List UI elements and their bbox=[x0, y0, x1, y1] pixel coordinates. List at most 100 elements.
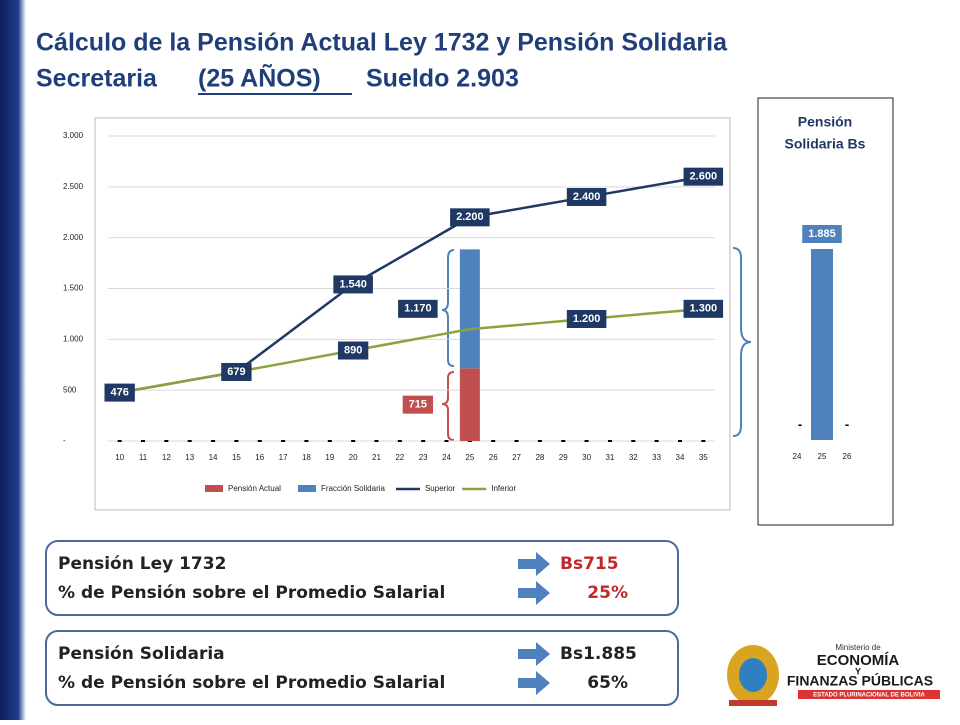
data-label: 2.200 bbox=[456, 211, 484, 223]
x-tick-label: 17 bbox=[279, 453, 288, 462]
y-tick-label: - bbox=[63, 436, 66, 445]
x-tick-label: 27 bbox=[512, 453, 521, 462]
chart-title: Solidaria Bs bbox=[785, 136, 866, 152]
data-label: 2.600 bbox=[690, 171, 718, 183]
arrow bbox=[518, 642, 550, 666]
info-box bbox=[45, 630, 679, 706]
x-tick-label: 28 bbox=[535, 453, 544, 462]
legend-label: Superior bbox=[425, 484, 456, 493]
data-label-box bbox=[566, 188, 607, 206]
chart-title: Pensión bbox=[798, 114, 852, 130]
x-tick-label: 22 bbox=[395, 453, 404, 462]
title: (25 AÑOS) bbox=[198, 63, 321, 93]
title: Sueldo 2.903 bbox=[366, 65, 519, 93]
emblem bbox=[739, 658, 767, 692]
x-tick-label: 15 bbox=[232, 453, 241, 462]
data-label-box bbox=[683, 299, 724, 318]
legend-swatch bbox=[297, 485, 316, 492]
arrow bbox=[518, 671, 550, 695]
logo-text: Y bbox=[855, 666, 861, 676]
x-tick-label: 30 bbox=[582, 453, 591, 462]
info-value: Bs1.885 bbox=[560, 644, 637, 664]
bar bbox=[459, 249, 480, 369]
x-tick-label: 12 bbox=[162, 453, 171, 462]
x-tick-label: 34 bbox=[676, 453, 685, 462]
x-tick-label: 14 bbox=[209, 453, 218, 462]
y-tick-label: 1.000 bbox=[63, 334, 84, 343]
x-tick-label: 32 bbox=[629, 453, 638, 462]
data-label-box bbox=[802, 225, 842, 243]
x-tick-label: 24 bbox=[793, 452, 802, 461]
logo-text: ECONOMÍA bbox=[817, 652, 900, 669]
data-label-box bbox=[398, 299, 438, 318]
logo-text: FINANZAS PÚBLICAS bbox=[787, 672, 933, 689]
data-label-box bbox=[683, 167, 724, 186]
bracket bbox=[441, 249, 455, 367]
x-tick-label: 31 bbox=[605, 453, 614, 462]
x-tick-label: 26 bbox=[489, 453, 498, 462]
x-tick-label: 25 bbox=[818, 452, 827, 461]
logo-text: ESTADO PLURINACIONAL DE BOLIVIA bbox=[813, 693, 925, 699]
title: Secretaria bbox=[36, 65, 158, 93]
data-label: 679 bbox=[227, 366, 245, 378]
x-tick-label: 16 bbox=[255, 453, 264, 462]
x-tick-label: 13 bbox=[185, 453, 194, 462]
info-label: % de Pensión sobre el Promedio Salarial bbox=[58, 583, 445, 603]
x-tick-label: 24 bbox=[442, 453, 451, 462]
data-label-box bbox=[333, 275, 373, 294]
x-tick-label: 21 bbox=[372, 453, 381, 462]
logo-band bbox=[798, 690, 940, 699]
data-label-box bbox=[402, 395, 434, 414]
bar bbox=[459, 368, 480, 441]
data-label-box bbox=[221, 362, 252, 381]
x-tick-label: 19 bbox=[325, 453, 334, 462]
bracket bbox=[732, 247, 752, 437]
info-label: Pensión Solidaria bbox=[58, 644, 225, 664]
x-tick-label: 29 bbox=[559, 453, 568, 462]
info-value: 25% bbox=[587, 583, 628, 603]
data-label: 1.200 bbox=[573, 313, 601, 325]
x-tick-label: 33 bbox=[652, 453, 661, 462]
legend-label: Inferior bbox=[491, 484, 516, 493]
y-tick-label: 1.500 bbox=[63, 284, 84, 293]
data-label: 1.300 bbox=[690, 303, 718, 315]
data-label: 476 bbox=[110, 387, 128, 399]
emblem bbox=[729, 700, 777, 706]
data-label-box bbox=[337, 341, 369, 360]
data-label: 1.885 bbox=[808, 228, 836, 240]
x-tick-label: 10 bbox=[115, 453, 124, 462]
x-tick-label: 35 bbox=[699, 453, 708, 462]
legend-swatch bbox=[205, 485, 223, 492]
data-label: - bbox=[798, 416, 802, 431]
y-tick-label: 500 bbox=[63, 385, 77, 394]
data-label: - bbox=[845, 416, 849, 431]
x-tick-label: 25 bbox=[465, 453, 474, 462]
info-value: 65% bbox=[587, 673, 628, 693]
x-tick-label: 26 bbox=[843, 452, 852, 461]
data-label: 890 bbox=[344, 344, 362, 356]
y-tick-label: 2.000 bbox=[63, 233, 84, 242]
legend-label: Pensión Actual bbox=[228, 484, 281, 493]
y-tick-label: 3.000 bbox=[63, 131, 84, 140]
side-strip bbox=[0, 0, 26, 720]
info-label: % de Pensión sobre el Promedio Salarial bbox=[58, 673, 445, 693]
x-tick-label: 23 bbox=[419, 453, 428, 462]
y-tick-label: 2.500 bbox=[63, 182, 84, 191]
x-tick-label: 11 bbox=[139, 453, 148, 462]
data-label-box bbox=[104, 383, 135, 402]
info-box bbox=[45, 540, 679, 616]
title: Cálculo de la Pensión Actual Ley 1732 y … bbox=[36, 29, 728, 57]
data-label-box bbox=[450, 208, 490, 227]
x-tick-label: 18 bbox=[302, 453, 311, 462]
info-label: Pensión Ley 1732 bbox=[58, 554, 226, 574]
bar bbox=[811, 249, 833, 440]
info-value: Bs715 bbox=[560, 554, 619, 574]
data-label: 715 bbox=[409, 399, 427, 411]
data-label: 2.400 bbox=[573, 191, 601, 203]
arrow bbox=[518, 552, 550, 576]
x-tick-label: 20 bbox=[349, 453, 358, 462]
data-label-box bbox=[566, 310, 607, 328]
legend-label: Fracción Solidaria bbox=[321, 484, 386, 493]
data-label: 1.540 bbox=[339, 278, 367, 290]
